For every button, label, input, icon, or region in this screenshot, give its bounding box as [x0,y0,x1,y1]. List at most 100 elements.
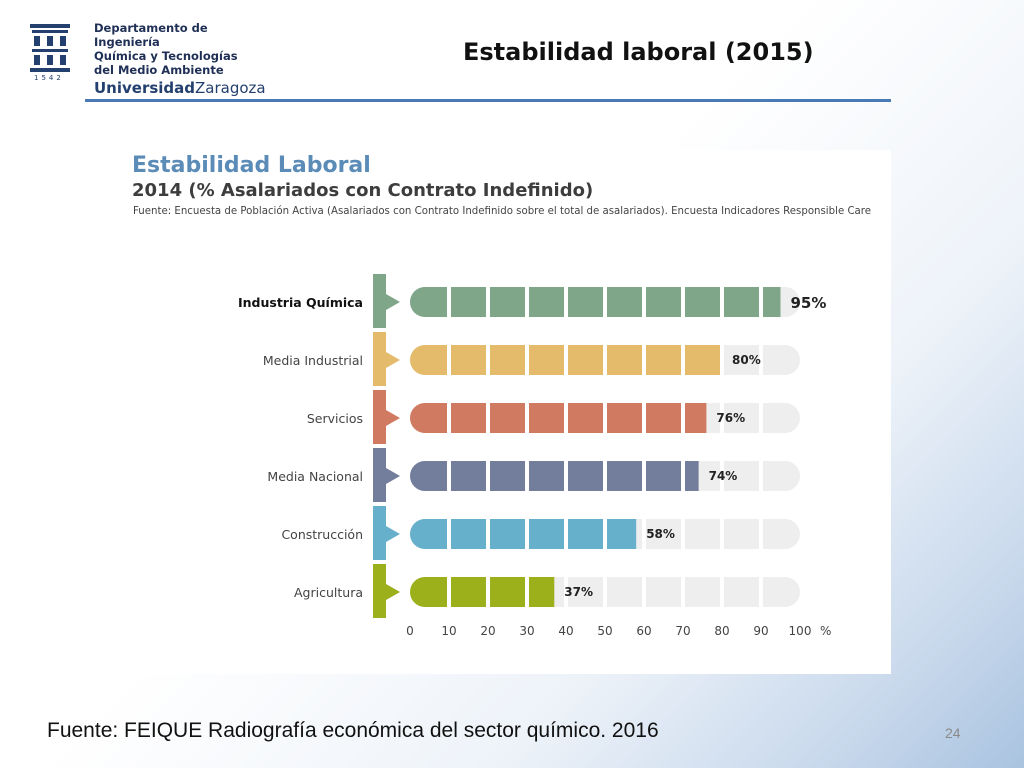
logo-university-bold: Universidad [94,79,196,97]
value-label: 37% [564,585,593,599]
bar-filled-segment [568,519,603,549]
bar-filled-segment [451,577,486,607]
x-tick-label: 30 [519,624,534,638]
bar-empty-segment [568,577,603,607]
category-marker-arrow [386,526,400,542]
category-label: Construcción [281,527,363,542]
category-marker-arrow [386,584,400,600]
bar-empty-segment [763,519,785,549]
bar-filled-segment [425,519,447,549]
bar-filled-segment [646,461,681,491]
logo-year: 1542 [34,74,64,82]
chart-row: Media Industrial 80% [263,332,800,386]
logo-line-3: del Medio Ambiente [94,63,224,77]
bar-empty-segment [763,345,785,375]
slide-title: Estabilidad laboral (2015) [463,38,814,66]
bar-empty-segment [646,577,681,607]
x-tick-label: 100 [789,624,812,638]
chart-panel: Estabilidad Laboral 2014 (% Asalariados … [117,150,891,674]
chart-source: Fuente: Encuesta de Población Activa (As… [133,206,872,217]
bar-filled-segment [607,461,642,491]
category-label: Industria Química [238,295,363,310]
bar-filled-segment [529,345,564,375]
value-label: 95% [791,294,827,312]
logo-university-rest: Zaragoza [195,79,266,97]
university-logo: 1542 Departamento de Ingeniería Química … [28,18,270,97]
bar-filled-segment [451,461,486,491]
bar-empty-segment [763,403,785,433]
bar-empty-segment [646,519,681,549]
bar-empty-segment [607,577,642,607]
category-label: Agricultura [294,585,363,600]
category-marker [373,332,386,386]
bar-filled-segment [490,345,525,375]
bar-filled-segment [490,519,525,549]
category-marker-arrow [386,468,400,484]
x-tick-label: 50 [597,624,612,638]
category-label: Media Nacional [267,469,363,484]
bar-filled-segment [685,403,707,433]
bar-empty-segment [763,577,785,607]
bar-empty-segment [724,519,759,549]
page-number: 24 [945,725,961,741]
bar-filled-segment [529,403,564,433]
bar-filled-segment [685,287,720,317]
x-tick-label: 0 [406,624,414,638]
x-unit-label: % [820,624,831,638]
chart-row: Construcción 58% [281,506,800,560]
chart-row: Media Nacional 74% [267,448,800,502]
bar-empty-segment [724,577,759,607]
bar-filled-segment [607,345,642,375]
category-label: Media Industrial [263,353,363,368]
bar-filled-segment [607,403,642,433]
bar-filled-segment [685,345,720,375]
bar-filled-segment [529,287,564,317]
university-crest-icon [30,24,70,72]
chart-row: Agricultura 37% [294,564,800,618]
category-marker-arrow [386,352,400,368]
bar-filled-segment [568,287,603,317]
category-marker-arrow [386,410,400,426]
value-label: 74% [709,469,738,483]
bar-empty-segment [724,403,759,433]
x-tick-label: 70 [675,624,690,638]
bar-filled-segment [607,287,642,317]
bar-filled-segment [451,519,486,549]
bar-filled-segment [607,519,637,549]
bar-filled-segment [529,519,564,549]
bar-filled-segment [568,403,603,433]
bar-empty-segment [724,345,759,375]
category-marker [373,274,386,328]
category-marker-arrow [386,294,400,310]
bar-empty-segment [763,461,785,491]
bar-filled-segment [490,461,525,491]
bar-filled-segment [490,403,525,433]
bar-chart: Industria Química 95% Media Industrial 80% S… [238,274,831,638]
logo-text: Departamento de Ingeniería Química y Tec… [94,21,270,98]
bar-filled-segment [490,287,525,317]
bar-empty-segment [724,461,759,491]
bar-filled-segment [568,345,603,375]
chart-subtitle: 2014 (% Asalariados con Contrato Indefin… [132,180,594,201]
value-label: 58% [646,527,675,541]
bar-filled-segment [451,403,486,433]
category-marker [373,564,386,618]
bar-filled-segment [425,461,447,491]
x-tick-label: 90 [753,624,768,638]
x-tick-label: 20 [480,624,495,638]
bar-filled-segment [646,287,681,317]
bar-filled-segment [425,287,447,317]
x-tick-label: 10 [441,624,456,638]
bar-filled-segment [529,577,555,607]
value-label: 80% [732,353,761,367]
logo-university: UniversidadZaragoza [94,78,270,98]
title-rule [85,99,891,102]
slide-footer-source: Fuente: FEIQUE Radiografía económica del… [47,719,659,742]
bar-filled-segment [763,287,781,317]
bar-filled-segment [451,345,486,375]
value-label: 76% [716,411,745,425]
bar-filled-segment [425,345,447,375]
bar-filled-segment [568,461,603,491]
bar-filled-segment [425,577,447,607]
chart-row: Servicios 76% [307,390,800,444]
